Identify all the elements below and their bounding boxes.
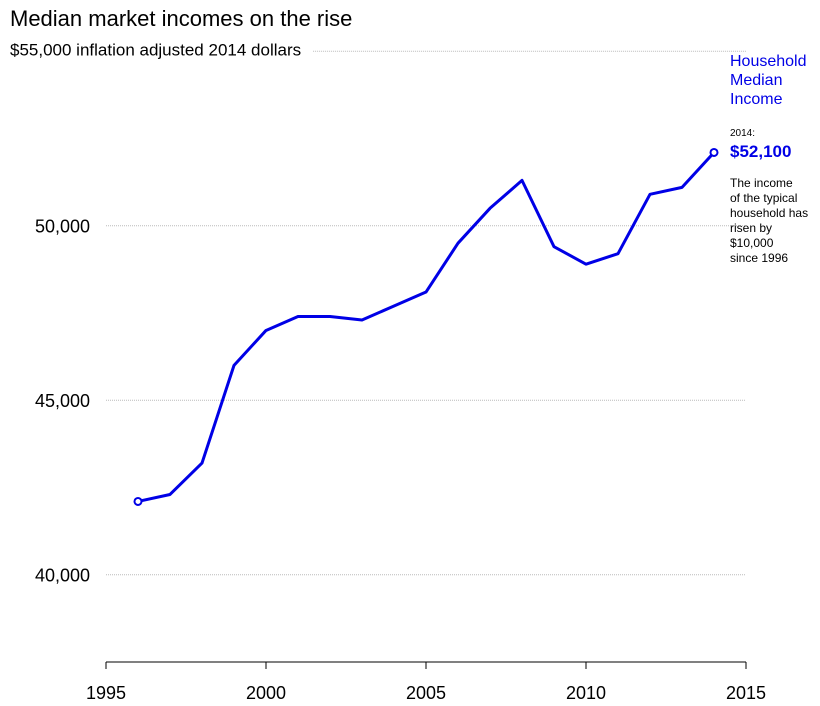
end-point — [709, 147, 719, 157]
note-line: since 1996 — [730, 251, 789, 265]
note-line: $10,000 — [730, 236, 774, 250]
legend-entry: Household Median Income — [730, 53, 807, 108]
x-tick-label: 1995 — [86, 683, 126, 703]
x-tick-label: 2005 — [406, 683, 446, 703]
series-line — [137, 151, 716, 503]
chart-title: Median market incomes on the rise — [10, 6, 352, 31]
annotation-value: $52,100 — [730, 142, 792, 161]
note-line: of the typical — [730, 191, 798, 205]
note-line: risen by — [730, 221, 773, 235]
x-tick-label: 2000 — [246, 683, 286, 703]
note-line: The income — [730, 176, 793, 190]
x-tick-label: 2010 — [566, 683, 606, 703]
y-tick-label: $55,000 inflation adjusted 2014 dollars — [10, 41, 301, 60]
annotation-label: 2014: — [730, 128, 756, 139]
y-tick-label: 45,000 — [35, 391, 90, 411]
note-line: household has — [730, 206, 809, 220]
end-point — [133, 496, 143, 506]
y-tick-label: 50,000 — [35, 217, 90, 237]
y-tick-label: 40,000 — [35, 566, 90, 586]
x-tick-label: 2015 — [726, 683, 766, 703]
annotation-note: The income of the typical household has ris… — [730, 176, 808, 266]
